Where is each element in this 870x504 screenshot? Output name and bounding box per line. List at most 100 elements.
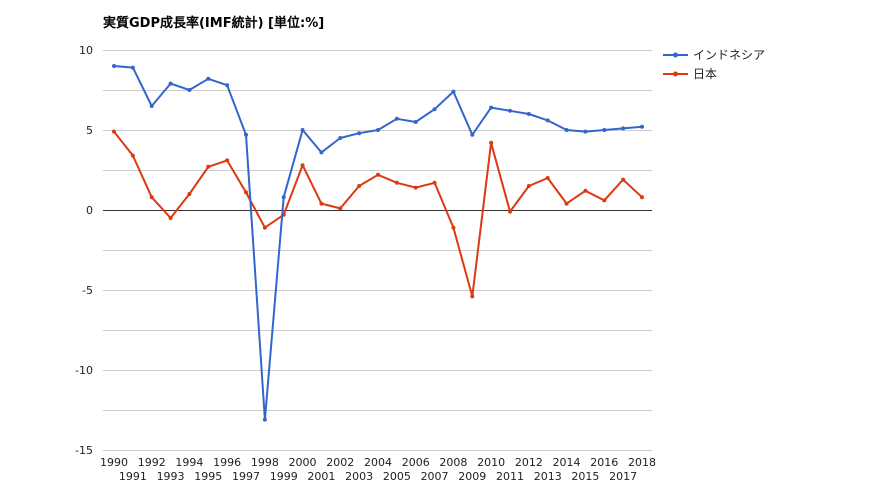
data-point <box>564 201 569 206</box>
x-tick-label: 1993 <box>157 470 185 483</box>
data-point <box>149 104 154 108</box>
data-point <box>640 195 644 200</box>
x-tick-label: 2013 <box>534 470 562 483</box>
x-tick-label: 2009 <box>458 470 486 483</box>
data-point <box>112 129 116 134</box>
legend-label: インドネシア <box>693 48 765 62</box>
data-point <box>451 89 456 94</box>
data-point <box>545 176 550 180</box>
data-point <box>300 128 305 132</box>
data-point <box>526 112 531 116</box>
data-point <box>187 192 192 196</box>
legend-label: 日本 <box>693 67 717 81</box>
data-point <box>376 172 380 177</box>
data-point <box>602 128 607 132</box>
legend-marker <box>673 52 678 58</box>
y-tick-label: -15 <box>75 444 93 457</box>
x-tick-label: 2011 <box>496 470 524 483</box>
x-tick-label: 1996 <box>213 456 241 469</box>
data-point <box>225 83 230 88</box>
data-point <box>338 136 343 140</box>
data-point <box>357 184 362 188</box>
x-tick-label: 2012 <box>515 456 543 469</box>
x-tick-label: 2004 <box>364 456 392 469</box>
x-tick-label: 1999 <box>270 470 298 483</box>
data-point <box>376 128 380 132</box>
data-point <box>130 65 135 70</box>
chart-title: 実質GDP成長率(IMF統計) [単位:%] <box>103 16 325 31</box>
series-line <box>113 65 643 421</box>
data-point <box>526 184 531 188</box>
x-tick-label: 2008 <box>439 456 467 469</box>
data-point <box>338 206 343 211</box>
x-tick-label: 2018 <box>628 456 656 469</box>
data-point <box>168 216 173 220</box>
data-point <box>149 195 154 200</box>
data-point <box>432 107 437 112</box>
x-tick-label: 1997 <box>232 470 260 483</box>
data-point <box>357 131 362 136</box>
data-point <box>489 140 494 145</box>
data-point <box>130 153 135 158</box>
data-point <box>470 132 475 137</box>
legend-marker <box>673 71 678 77</box>
series-line <box>113 130 643 298</box>
data-point <box>319 201 324 206</box>
data-point <box>225 158 230 163</box>
x-tick-label: 1998 <box>251 456 279 469</box>
data-point <box>451 225 456 230</box>
x-tick-label: 2015 <box>571 470 599 483</box>
x-tick-label: 2002 <box>326 456 354 469</box>
y-tick-label: 0 <box>86 204 93 217</box>
data-point <box>206 164 211 169</box>
data-point <box>319 150 324 155</box>
y-tick-label: 5 <box>86 124 93 137</box>
data-point <box>244 190 248 195</box>
data-point <box>621 177 626 182</box>
data-point <box>621 126 626 131</box>
data-point <box>187 88 192 92</box>
data-point <box>640 124 644 129</box>
data-point <box>262 417 267 422</box>
data-point <box>300 163 305 168</box>
data-point <box>583 129 588 134</box>
x-tick-label: 1990 <box>100 456 128 469</box>
data-point <box>583 188 588 193</box>
y-tick-label: -5 <box>82 284 93 297</box>
data-point <box>394 116 399 121</box>
data-point <box>602 198 607 203</box>
data-point <box>281 195 286 200</box>
x-tick-label: 2003 <box>345 470 373 483</box>
x-tick-label: 2014 <box>553 456 581 469</box>
data-point <box>244 132 248 137</box>
data-point <box>112 64 116 68</box>
data-point <box>413 185 418 190</box>
data-point <box>206 76 211 81</box>
data-point <box>489 105 494 110</box>
x-tick-label: 2010 <box>477 456 505 469</box>
data-point <box>262 225 267 230</box>
x-tick-label: 2005 <box>383 470 411 483</box>
x-tick-label: 1991 <box>119 470 147 483</box>
data-point <box>545 118 550 123</box>
data-point <box>564 128 569 132</box>
data-point <box>470 294 475 299</box>
x-tick-label: 2017 <box>609 470 637 483</box>
data-point <box>413 120 418 124</box>
data-point <box>508 108 512 113</box>
x-tick-label: 1994 <box>175 456 203 469</box>
x-tick-label: 1992 <box>138 456 166 469</box>
x-tick-label: 1995 <box>194 470 222 483</box>
y-tick-label: 10 <box>79 44 93 57</box>
data-point <box>508 209 512 214</box>
y-tick-label: -10 <box>75 364 93 377</box>
x-tick-label: 2001 <box>307 470 335 483</box>
x-tick-label: 2006 <box>402 456 430 469</box>
x-tick-label: 2000 <box>289 456 317 469</box>
data-point <box>168 81 173 86</box>
data-point <box>432 180 437 185</box>
data-point <box>394 180 399 185</box>
x-tick-label: 2016 <box>590 456 618 469</box>
